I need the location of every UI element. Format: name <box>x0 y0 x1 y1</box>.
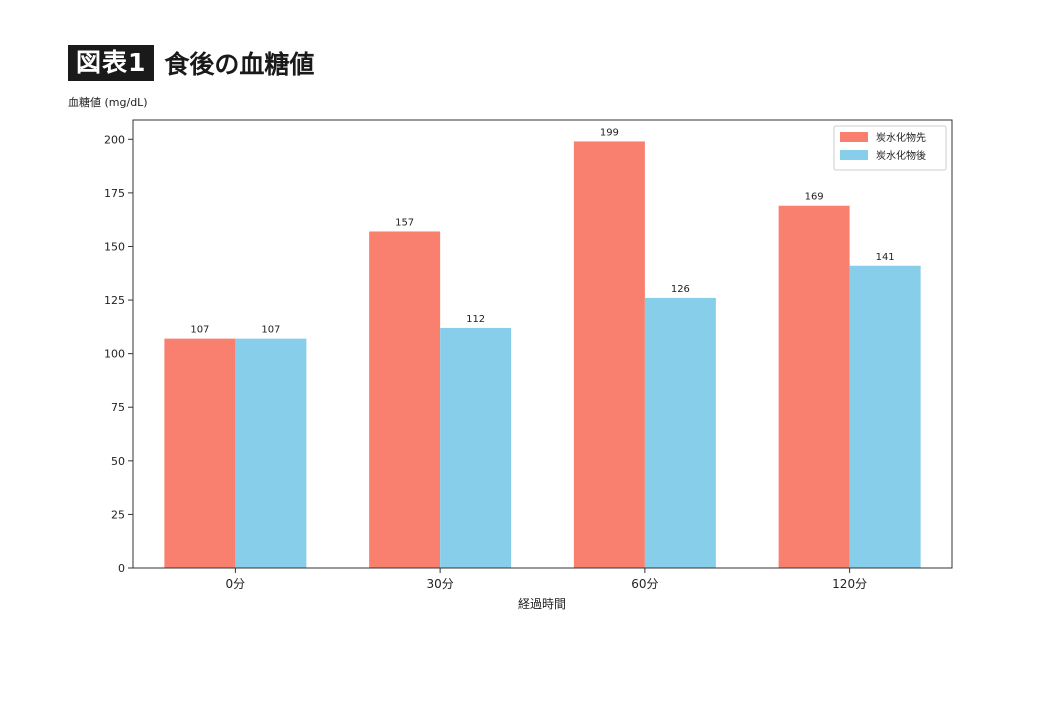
bar-value-label: 112 <box>466 314 485 325</box>
y-tick-label: 100 <box>104 348 125 361</box>
legend-swatch <box>840 132 868 142</box>
bar-carbs-first <box>573 141 645 568</box>
y-tick-label: 75 <box>111 401 125 414</box>
bar-carbs-first <box>369 231 441 568</box>
bar-carbs-first <box>778 205 850 568</box>
y-tick-label: 125 <box>104 294 125 307</box>
bar-value-label: 141 <box>876 252 895 263</box>
bar-value-label: 157 <box>395 217 414 228</box>
bar-carbs-last <box>849 265 921 568</box>
bar-carbs-last <box>440 327 512 568</box>
legend-label: 炭水化物後 <box>876 149 926 162</box>
plot-frame <box>132 119 953 569</box>
x-axis-label: 経過時間 <box>518 597 566 611</box>
figure-title: 食後の血糖値 <box>164 50 315 79</box>
figure-header: 図表1 食後の血糖値 <box>68 44 314 82</box>
y-tick-label: 0 <box>118 562 125 575</box>
bars-group <box>164 141 921 568</box>
legend-swatch <box>840 150 868 160</box>
bar-value-label: 126 <box>671 284 690 295</box>
bar-carbs-first <box>164 338 236 568</box>
bar-value-label: 199 <box>600 127 619 138</box>
y-tick-label: 25 <box>111 508 125 521</box>
x-tick-label: 60分 <box>631 577 658 591</box>
y-tick-label: 175 <box>104 187 125 200</box>
bar-carbs-last <box>235 338 307 568</box>
bar-value-label: 107 <box>261 325 280 336</box>
y-axis: 0 25 50 75 100 125 150 175 200 <box>104 133 133 575</box>
y-tick-label: 150 <box>104 240 125 253</box>
data-labels-group: 107 107 157 112 199 126 169 141 <box>190 127 894 335</box>
x-axis: 0分 30分 60分 120分 <box>226 568 867 591</box>
legend-label: 炭水化物先 <box>876 131 926 144</box>
bar-value-label: 107 <box>190 325 209 336</box>
y-tick-label: 200 <box>104 133 125 146</box>
y-tick-label: 50 <box>111 455 125 468</box>
bar-value-label: 169 <box>805 192 824 203</box>
bar-carbs-last <box>644 297 716 568</box>
x-tick-label: 30分 <box>426 577 453 591</box>
x-tick-label: 0分 <box>226 577 246 591</box>
y-axis-label: 血糖値 (mg/dL) <box>68 95 148 109</box>
figure-badge: 図表1 <box>68 45 155 81</box>
x-tick-label: 120分 <box>832 577 867 591</box>
